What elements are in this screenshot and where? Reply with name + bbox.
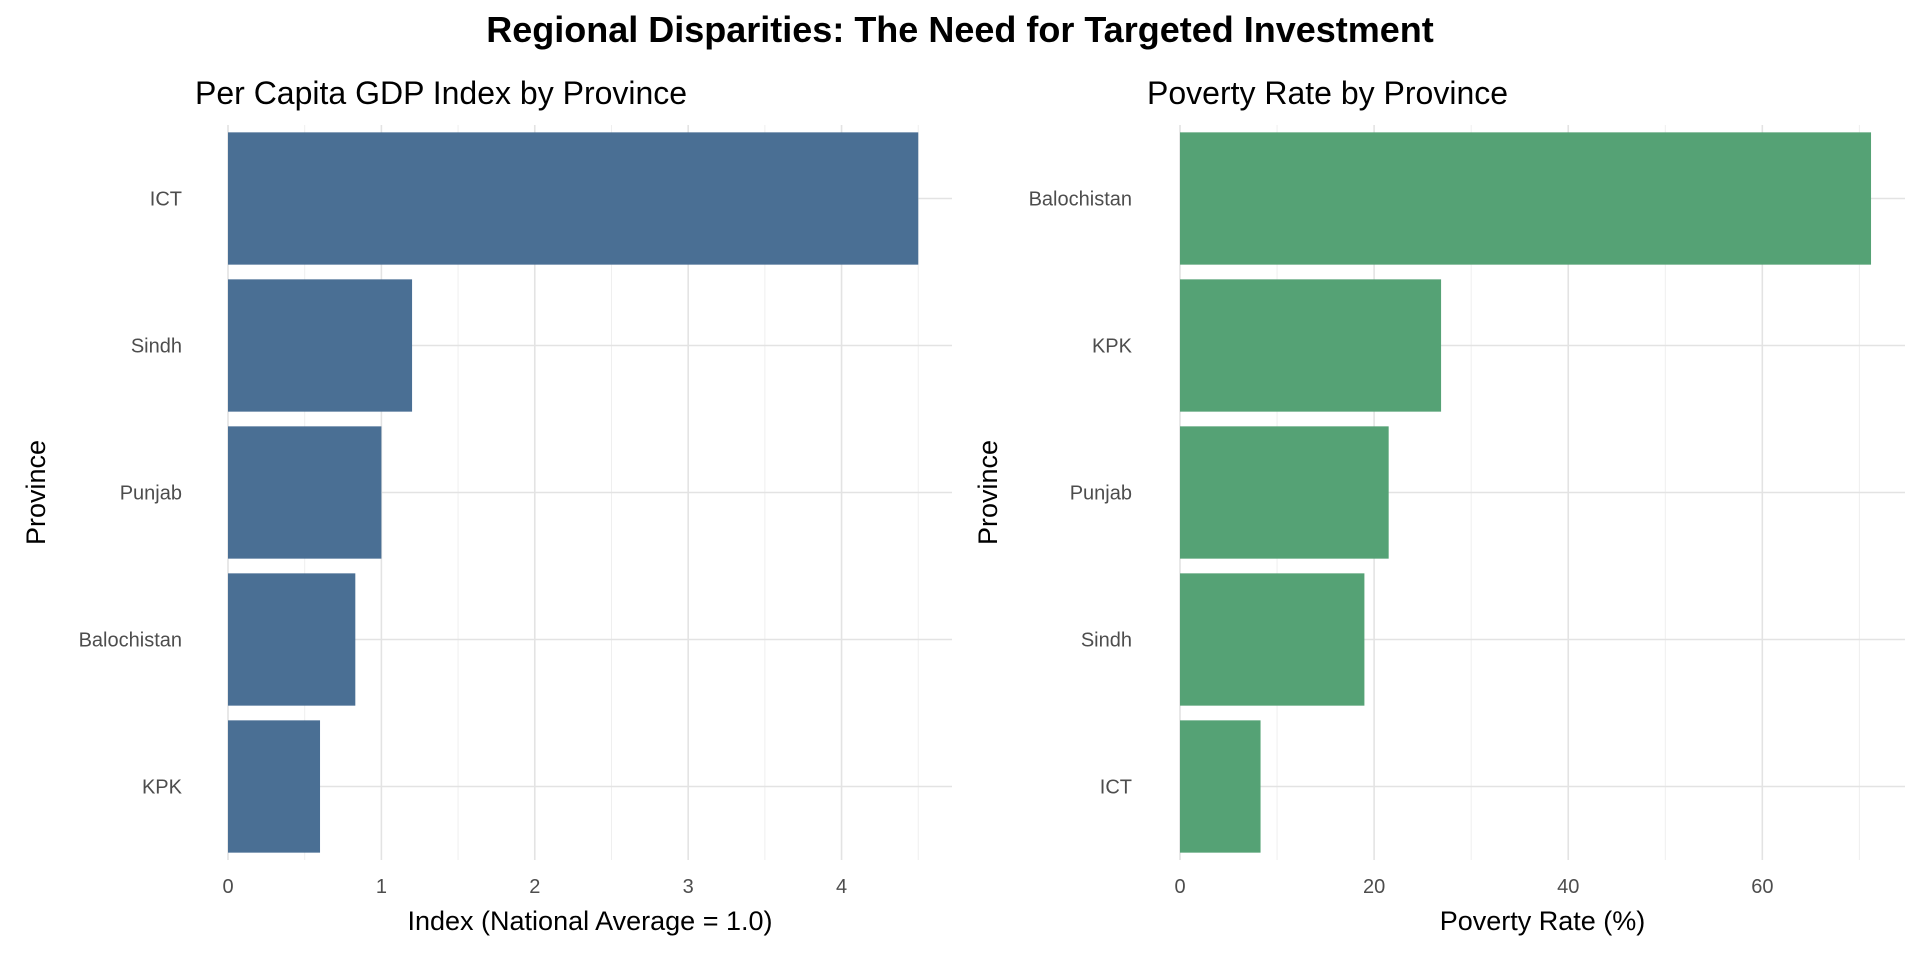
bar-kpk [228, 720, 321, 853]
bar-balochistan [1180, 132, 1872, 265]
y-axis-title: Province [973, 440, 1003, 545]
x-axis-title: Index (National Average = 1.0) [408, 906, 773, 936]
x-tick-label: 40 [1557, 876, 1579, 898]
x-tick-label: 4 [836, 876, 847, 898]
bar-kpk [1180, 279, 1442, 412]
poverty-rate-panel: Poverty Rate by Province Balochistan KPK Pu… [973, 75, 1905, 936]
bar-ict [1180, 720, 1261, 853]
panel-title: Poverty Rate by Province [1147, 75, 1508, 111]
bar-sindh [228, 279, 413, 412]
bar-ict [228, 132, 919, 265]
category-label: KPK [142, 777, 183, 799]
y-axis-title: Province [21, 440, 51, 545]
x-tick-label: 0 [222, 876, 233, 898]
category-label: Sindh [131, 336, 182, 358]
category-label: Punjab [1070, 483, 1132, 505]
category-label: Punjab [120, 483, 182, 505]
category-label: Balochistan [1029, 189, 1132, 211]
bar-punjab [1180, 426, 1389, 559]
bar-balochistan [228, 573, 356, 706]
x-tick-label: 1 [376, 876, 387, 898]
gdp-index-panel: Per Capita GDP Index by Province ICT Sindh… [21, 75, 952, 936]
category-label: ICT [150, 189, 182, 211]
main-title: Regional Disparities: The Need for Targe… [486, 9, 1434, 50]
category-label: Sindh [1081, 630, 1132, 652]
x-tick-label: 2 [529, 876, 540, 898]
x-tick-label: 60 [1751, 876, 1773, 898]
x-tick-label: 0 [1174, 876, 1185, 898]
x-axis-title: Poverty Rate (%) [1440, 906, 1646, 936]
x-tick-label: 20 [1363, 876, 1385, 898]
category-label: Balochistan [79, 630, 182, 652]
bar-punjab [228, 426, 382, 559]
category-label: ICT [1100, 777, 1132, 799]
panel-title: Per Capita GDP Index by Province [195, 75, 687, 111]
category-label: KPK [1092, 336, 1133, 358]
bar-sindh [1180, 573, 1365, 706]
x-tick-label: 3 [683, 876, 694, 898]
